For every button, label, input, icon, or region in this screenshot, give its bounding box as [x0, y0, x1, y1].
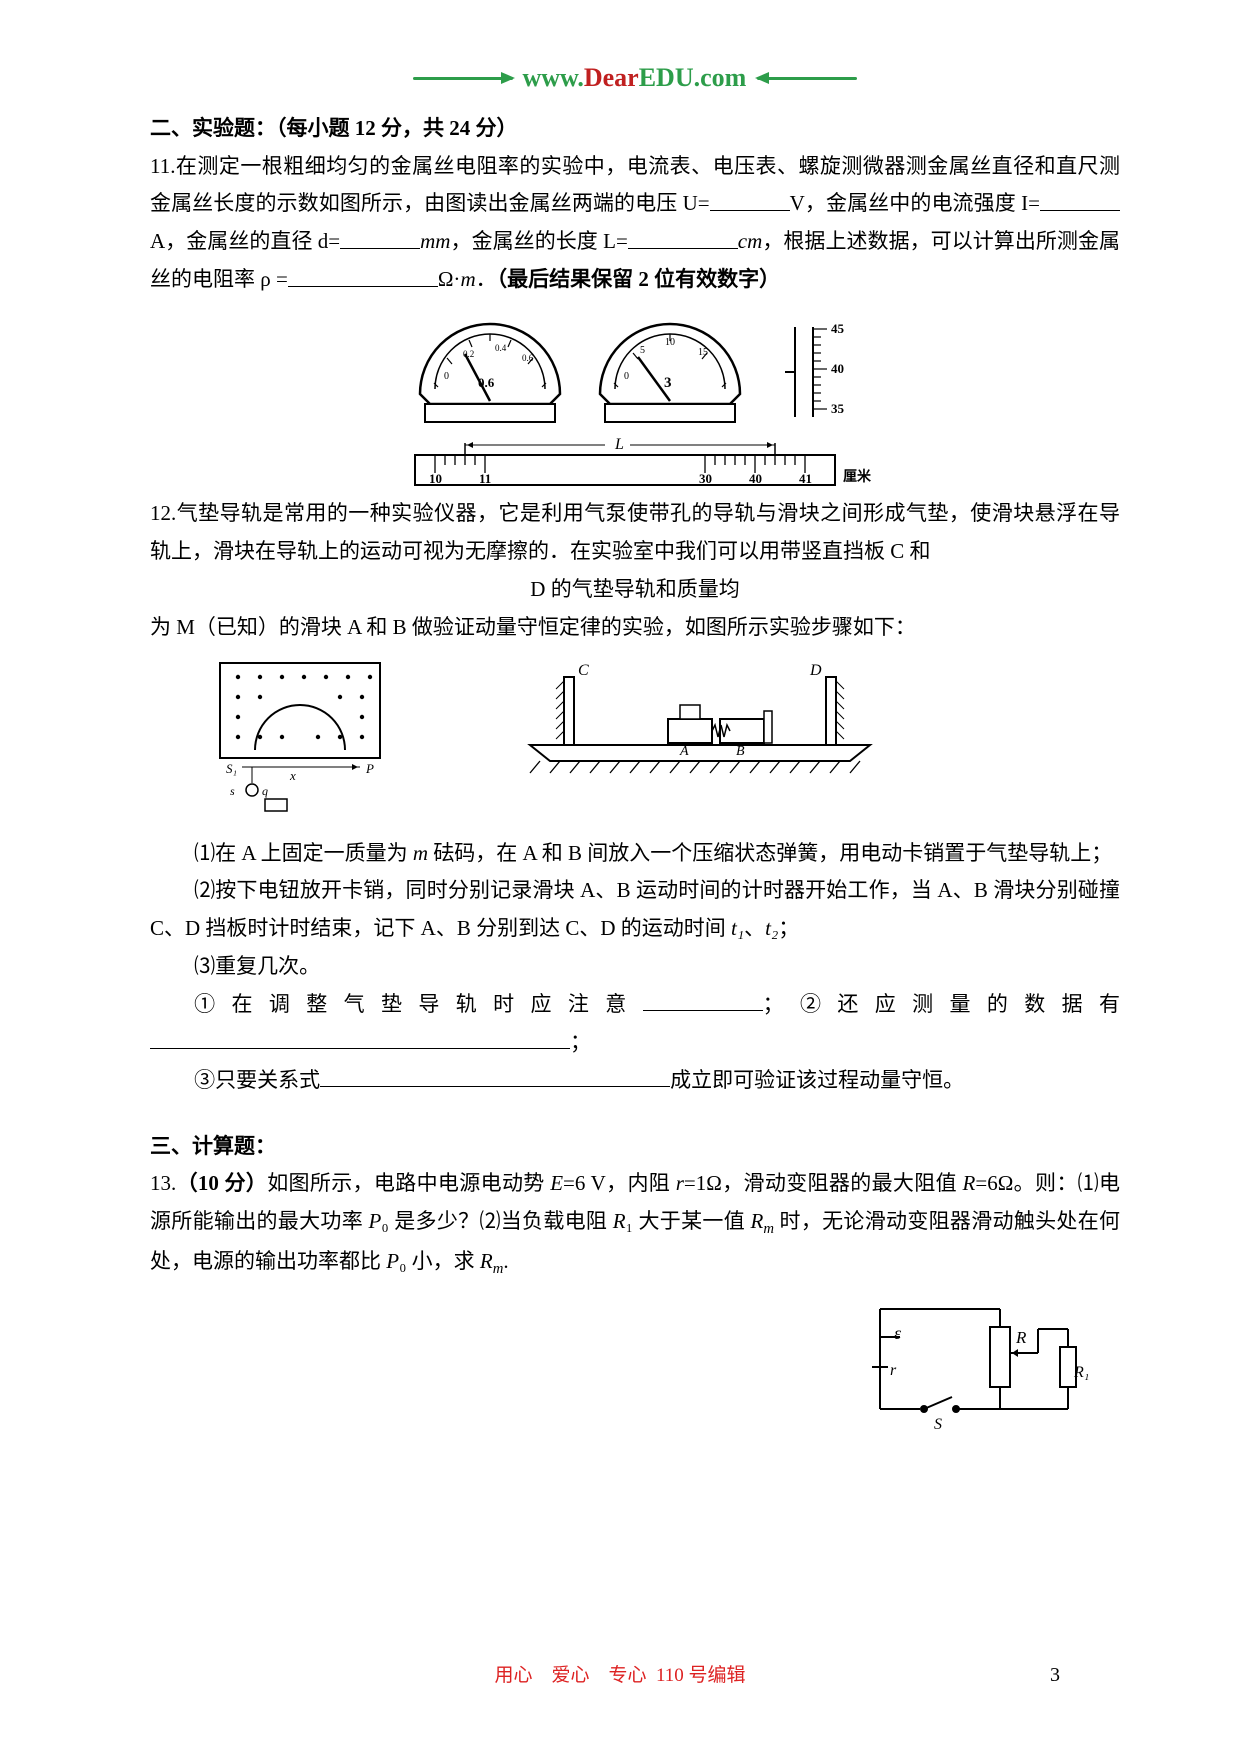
svg-text:40: 40 [831, 361, 844, 376]
q13-figure: ε r S R R₁ [150, 1289, 1120, 1452]
logo-text: www.DearEDU.com [518, 63, 756, 92]
svg-text:C: C [578, 662, 589, 679]
svg-text:厘米: 厘米 [843, 468, 872, 485]
svg-text:11: 11 [479, 471, 491, 486]
q12-blank1: ①在调整气垫导轨时应注意；②还应测量的数据有； [150, 986, 1120, 1062]
svg-text:0.4: 0.4 [495, 343, 507, 353]
svg-text:r: r [890, 1362, 897, 1379]
svg-text:S₁: S₁ [226, 761, 237, 776]
svg-text:15: 15 [698, 347, 708, 358]
page-number: 3 [1050, 1657, 1060, 1693]
section-2-title: 二、实验题：（每小题 12 分，共 24 分） [150, 110, 1120, 148]
svg-text:L: L [614, 436, 624, 453]
svg-text:S: S [934, 1416, 942, 1433]
q12-step3: ⑶重复几次。 [150, 948, 1120, 986]
q11-figure: 0 0.2 0.4 0.6 0.6 0 5 10 15 3 [150, 309, 1120, 489]
svg-text:10: 10 [429, 471, 442, 486]
svg-text:x: x [289, 768, 296, 783]
svg-text:0.2: 0.2 [463, 349, 474, 359]
q12-center: D 的气垫导轨和质量均 [150, 571, 1120, 609]
svg-text:ε: ε [894, 1323, 902, 1343]
svg-text:0: 0 [624, 371, 629, 382]
svg-text:35: 35 [831, 401, 845, 416]
q12-step1: ⑴在 A 上固定一质量为 m 砝码，在 A 和 B 间放入一个压缩状态弹簧，用电… [150, 835, 1120, 873]
svg-text:A: A [679, 744, 689, 759]
svg-text:0: 0 [444, 371, 449, 382]
svg-text:5: 5 [640, 345, 645, 356]
svg-text:s: s [230, 784, 235, 798]
q12-figure: S₁ x P s q C D A B [150, 655, 1120, 815]
svg-text:45: 45 [831, 321, 845, 336]
site-logo: www.DearEDU.com [150, 55, 1120, 102]
svg-text:41: 41 [799, 471, 812, 486]
q13-text: 13.（10 分）如图所示，电路中电源电动势 E=6 V，内阻 r=1Ω，滑动变… [150, 1165, 1120, 1282]
svg-text:R₁: R₁ [1073, 1364, 1089, 1381]
q12-blank3: ③只要关系式成立即可验证该过程动量守恒。 [150, 1062, 1120, 1100]
q12-step2: ⑵按下电钮放开卡销，同时分别记录滑块 A、B 运动时间的计时器开始工作，当 A、… [150, 872, 1120, 948]
svg-text:q: q [262, 784, 268, 798]
section-3-title: 三、计算题： [150, 1128, 1120, 1166]
q12-p1: 12.气垫导轨是常用的一种实验仪器，它是利用气泵使带孔的导轨与滑块之间形成气垫，… [150, 495, 1120, 571]
svg-text:B: B [736, 744, 745, 759]
svg-text:P: P [365, 761, 374, 776]
svg-text:D: D [809, 662, 822, 679]
svg-text:R: R [1015, 1328, 1027, 1347]
q12-p2: 为 M（已知）的滑块 A 和 B 做验证动量守恒定律的实验，如图所示实验步骤如下… [150, 609, 1120, 647]
svg-text:10: 10 [665, 337, 675, 348]
svg-text:0.6: 0.6 [522, 353, 534, 363]
svg-text:40: 40 [749, 471, 762, 486]
svg-text:30: 30 [699, 471, 712, 486]
q11-text: 11.在测定一根粗细均匀的金属丝电阻率的实验中，电流表、电压表、螺旋测微器测金属… [150, 148, 1120, 300]
svg-text:3: 3 [664, 375, 672, 391]
